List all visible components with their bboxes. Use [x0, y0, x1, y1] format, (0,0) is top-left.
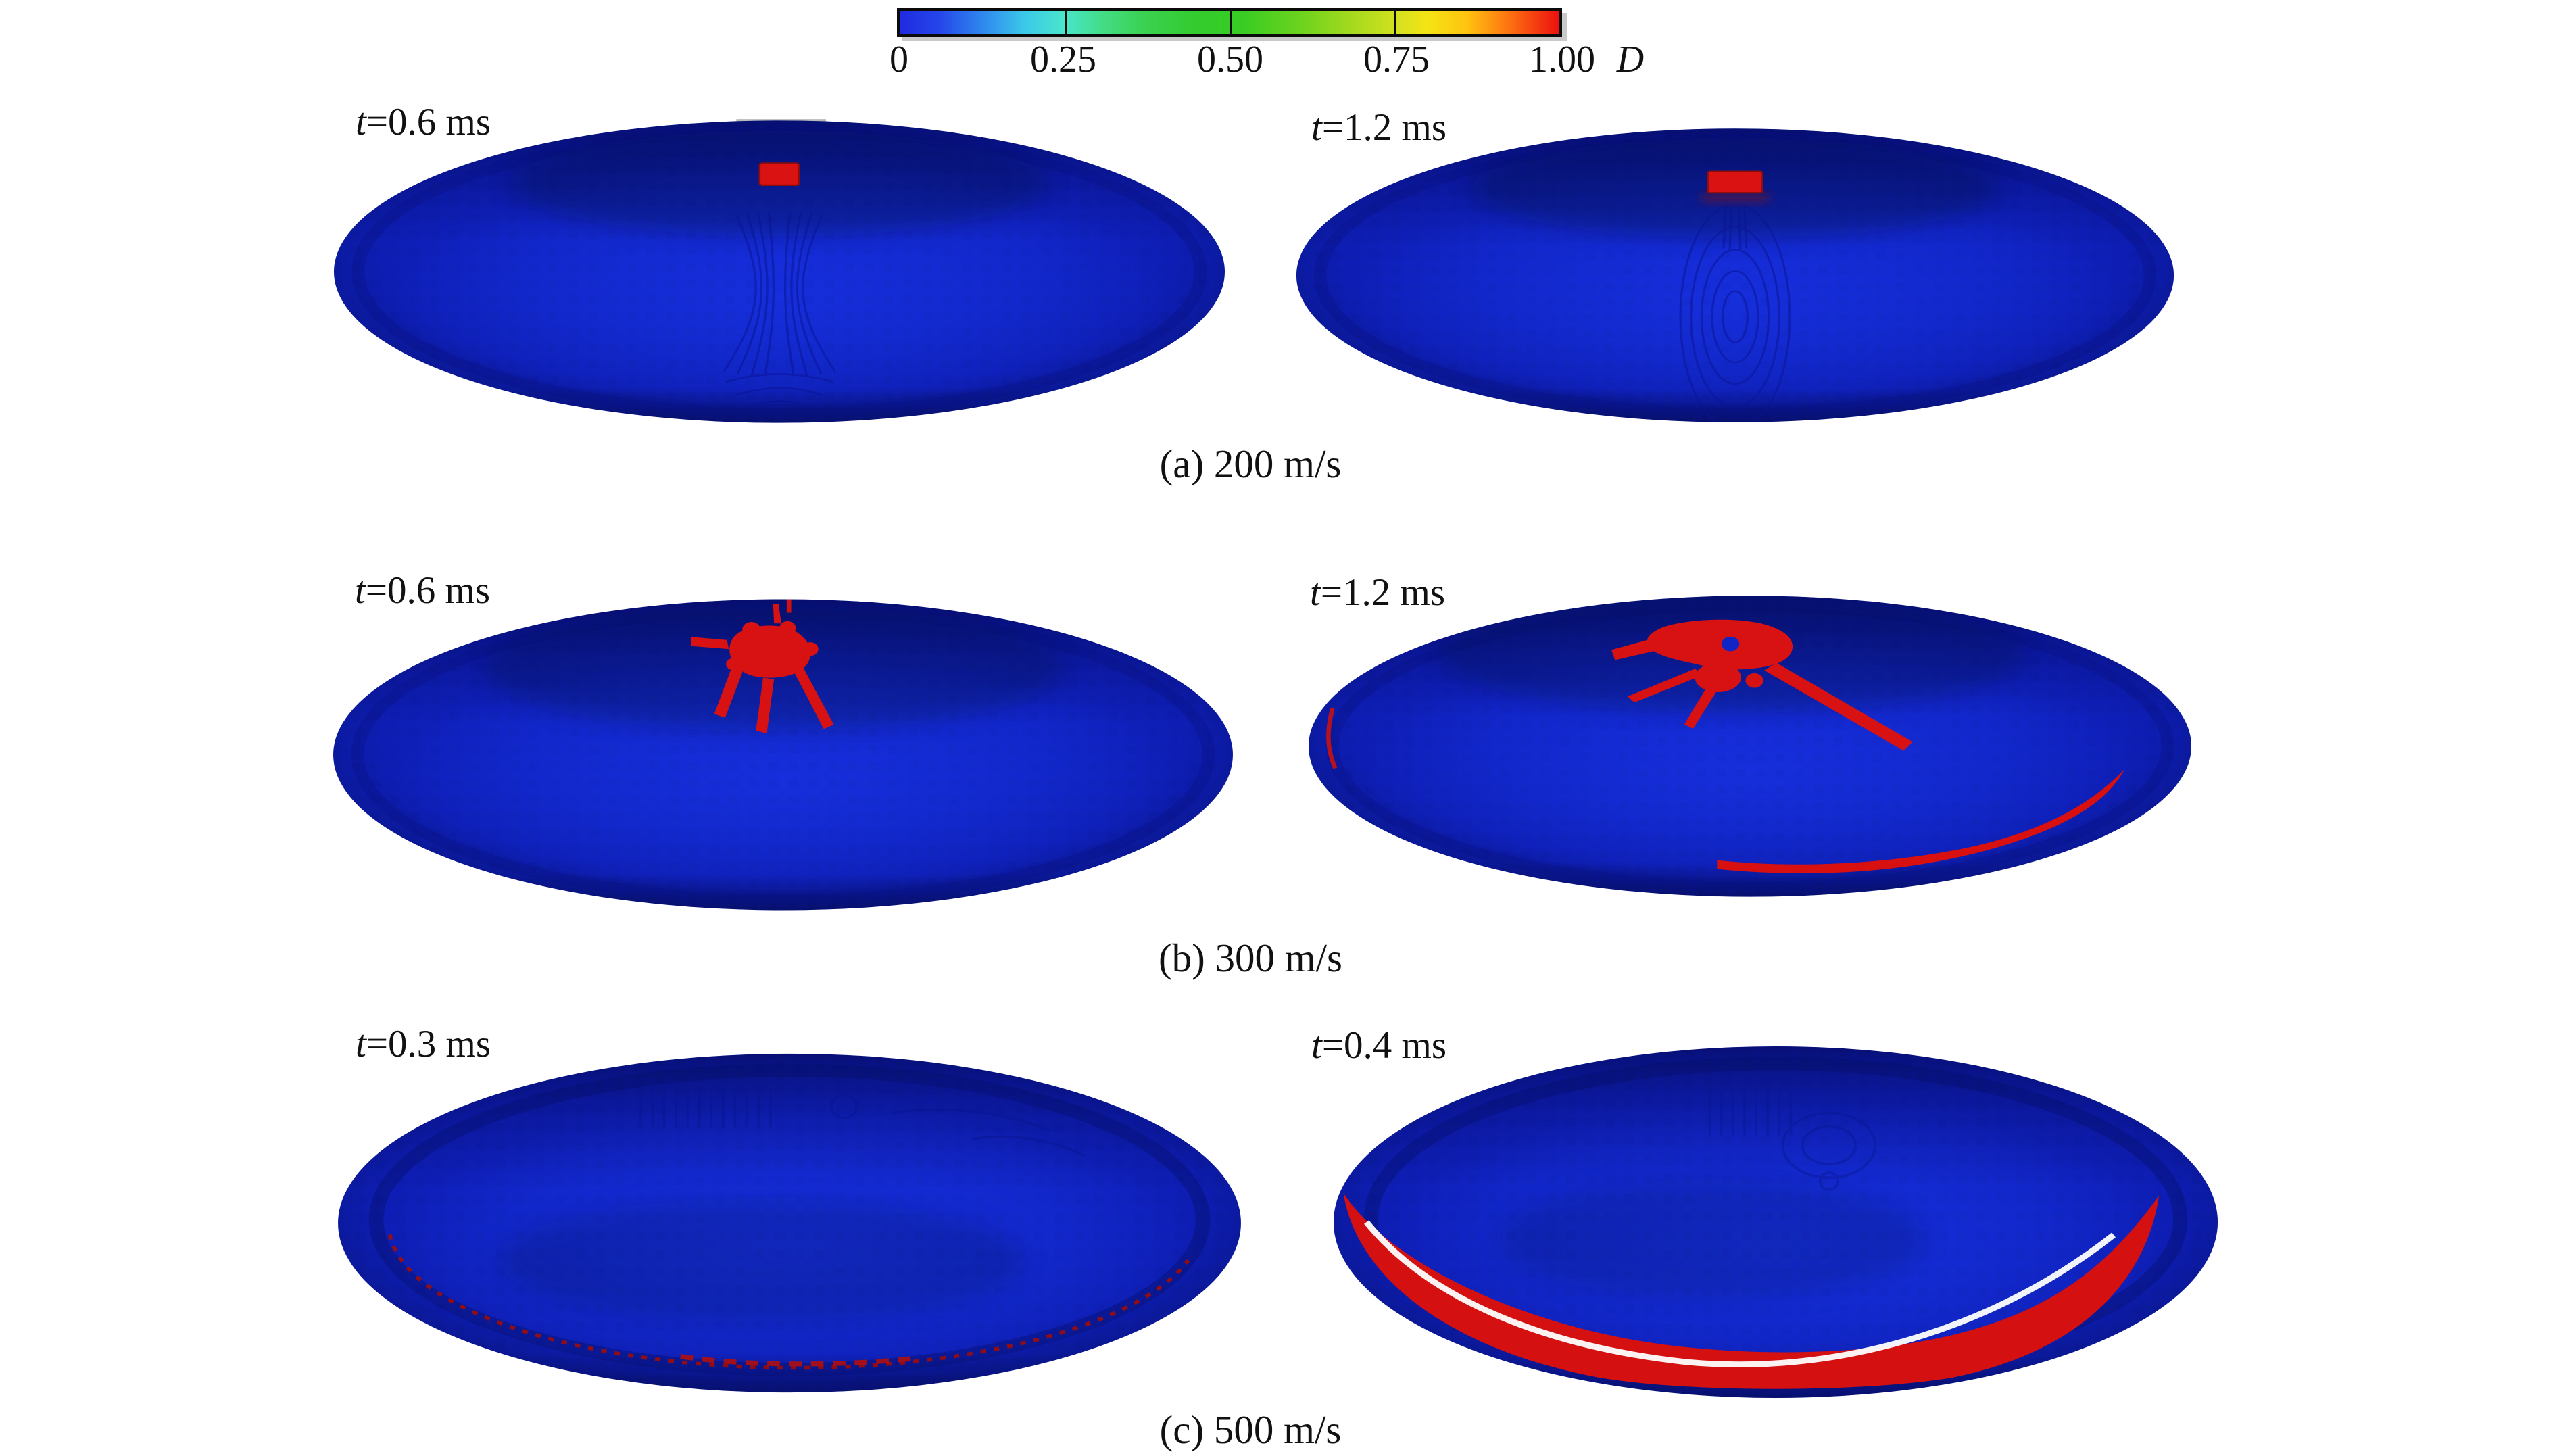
eroded-elements-arc [1364, 1220, 2116, 1368]
colorbar-labels: 0 0.25 0.50 0.75 1.00 D [0, 38, 2555, 85]
edge-crack-sliver [1326, 708, 1338, 769]
time-label-a-left: t=0.6 ms [356, 101, 491, 143]
colorbar-tick [1394, 11, 1396, 34]
impact-damage-spot [758, 162, 800, 186]
colorbar-tick-label: 0 [890, 39, 908, 80]
damage-fringe [1701, 193, 1769, 203]
time-label-b-right: t=1.2 ms [1310, 571, 1446, 614]
circumferential-failure-band [1343, 1193, 2160, 1389]
time-label-c-left: t=0.3 ms [356, 1023, 491, 1065]
dome-plot-500ms-t04 [1333, 1046, 2218, 1398]
stress-ripples [1679, 202, 1791, 422]
caption-row-a: (a) 200 m/s [1159, 441, 1342, 486]
caption-row-c: (c) 500 m/s [1159, 1407, 1342, 1452]
star-crack-damage [1611, 619, 1913, 751]
colorbar-tick [1065, 11, 1067, 34]
dome-plot-200ms-t06 [333, 119, 1225, 423]
colorbar-gradient [897, 8, 1562, 37]
central-shadow [498, 1198, 1026, 1322]
star-crack-damage [690, 599, 834, 734]
dome-plot-300ms-t06 [333, 599, 1233, 911]
colorbar-tick-label: 0.25 [1030, 39, 1096, 80]
time-label-a-right: t=1.2 ms [1311, 106, 1447, 149]
dome-plot-500ms-t03 [338, 1053, 1241, 1393]
rim-crack-tick [786, 599, 792, 613]
radial-crack-left [1627, 669, 1704, 703]
dome-plot-300ms-t12 [1308, 596, 2192, 897]
colorbar-tick-label: 0.50 [1197, 39, 1263, 80]
dome-plot-200ms-t12 [1296, 128, 2174, 422]
caption-row-b: (b) 300 m/s [1158, 936, 1343, 980]
stress-ripples [639, 1087, 1085, 1157]
time-label-b-left: t=0.6 ms [355, 569, 491, 612]
time-label-c-right: t=0.4 ms [1311, 1024, 1447, 1067]
stress-ripples [723, 211, 836, 408]
damage-ring-bottom-segment [680, 1354, 917, 1367]
radial-crack-right [1764, 662, 1913, 751]
central-shadow [1500, 1179, 1927, 1299]
colorbar-variable-label: D [1616, 39, 1645, 80]
radial-crack-mid [1684, 680, 1722, 729]
impact-damage-zone [1707, 170, 1763, 194]
colorbar-tick [1230, 11, 1232, 34]
stress-ripples [1708, 1090, 1877, 1191]
circumferential-damage-ring [387, 1234, 1190, 1370]
colorbar-tick-label: 0.75 [1363, 39, 1430, 80]
colorbar-tick-label: 1.00 [1529, 39, 1595, 80]
